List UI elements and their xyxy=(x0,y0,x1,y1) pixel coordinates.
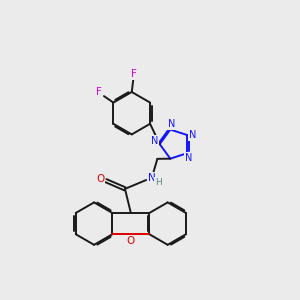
Text: O: O xyxy=(96,174,105,184)
Text: O: O xyxy=(127,236,135,246)
Text: F: F xyxy=(131,69,137,79)
Text: N: N xyxy=(168,119,176,129)
Text: N: N xyxy=(151,136,158,146)
Text: N: N xyxy=(148,173,155,183)
Text: H: H xyxy=(155,178,162,187)
Text: N: N xyxy=(184,153,192,163)
Text: N: N xyxy=(189,130,196,140)
Text: F: F xyxy=(96,87,102,97)
